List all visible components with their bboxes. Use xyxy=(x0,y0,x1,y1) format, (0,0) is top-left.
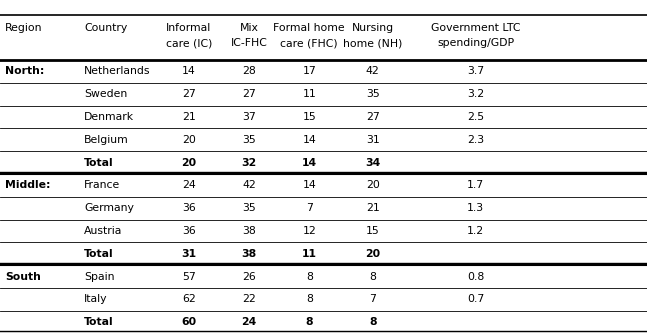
Text: 14: 14 xyxy=(302,135,316,145)
Text: 8: 8 xyxy=(306,294,313,304)
Text: 2.3: 2.3 xyxy=(467,135,484,145)
Text: Denmark: Denmark xyxy=(84,112,134,122)
Text: Mix: Mix xyxy=(239,23,259,33)
Text: 3.7: 3.7 xyxy=(467,66,484,76)
Text: France: France xyxy=(84,180,120,190)
Text: 14: 14 xyxy=(302,158,317,167)
Text: 27: 27 xyxy=(182,89,196,99)
Text: 20: 20 xyxy=(182,135,196,145)
Text: 38: 38 xyxy=(242,226,256,236)
Text: 31: 31 xyxy=(366,135,380,145)
Text: Total: Total xyxy=(84,158,114,167)
Text: North:: North: xyxy=(5,66,45,76)
Text: 57: 57 xyxy=(182,272,196,282)
Text: spending/GDP: spending/GDP xyxy=(437,38,514,48)
Text: 11: 11 xyxy=(302,89,316,99)
Text: 37: 37 xyxy=(242,112,256,122)
Text: 34: 34 xyxy=(365,158,380,167)
Text: 35: 35 xyxy=(366,89,380,99)
Text: 3.2: 3.2 xyxy=(467,89,484,99)
Text: home (NH): home (NH) xyxy=(343,38,402,48)
Text: 0.8: 0.8 xyxy=(467,272,484,282)
Text: 32: 32 xyxy=(241,158,257,167)
Text: South: South xyxy=(5,272,41,282)
Text: 8: 8 xyxy=(305,317,313,327)
Text: 8: 8 xyxy=(306,272,313,282)
Text: 20: 20 xyxy=(181,158,197,167)
Text: 2.5: 2.5 xyxy=(467,112,484,122)
Text: Government LTC: Government LTC xyxy=(431,23,520,33)
Text: 12: 12 xyxy=(302,226,316,236)
Text: Belgium: Belgium xyxy=(84,135,129,145)
Text: 14: 14 xyxy=(302,180,316,190)
Text: Spain: Spain xyxy=(84,272,115,282)
Text: 11: 11 xyxy=(302,249,317,259)
Text: 1.3: 1.3 xyxy=(467,203,484,213)
Text: Total: Total xyxy=(84,317,114,327)
Text: IC-FHC: IC-FHC xyxy=(231,38,267,48)
Text: 8: 8 xyxy=(369,272,376,282)
Text: 36: 36 xyxy=(182,226,196,236)
Text: care (IC): care (IC) xyxy=(166,38,212,48)
Text: 62: 62 xyxy=(182,294,196,304)
Text: 35: 35 xyxy=(242,203,256,213)
Text: Nursing: Nursing xyxy=(351,23,394,33)
Text: 24: 24 xyxy=(182,180,196,190)
Text: 17: 17 xyxy=(302,66,316,76)
Text: care (FHC): care (FHC) xyxy=(280,38,338,48)
Text: 60: 60 xyxy=(181,317,197,327)
Text: 27: 27 xyxy=(242,89,256,99)
Text: Italy: Italy xyxy=(84,294,107,304)
Text: 26: 26 xyxy=(242,272,256,282)
Text: Netherlands: Netherlands xyxy=(84,66,151,76)
Text: 21: 21 xyxy=(182,112,196,122)
Text: 36: 36 xyxy=(182,203,196,213)
Text: 35: 35 xyxy=(242,135,256,145)
Text: Germany: Germany xyxy=(84,203,134,213)
Text: 8: 8 xyxy=(369,317,377,327)
Text: 0.7: 0.7 xyxy=(467,294,484,304)
Text: 38: 38 xyxy=(241,249,257,259)
Text: Middle:: Middle: xyxy=(5,180,50,190)
Text: 7: 7 xyxy=(369,294,376,304)
Text: Country: Country xyxy=(84,23,127,33)
Text: 15: 15 xyxy=(302,112,316,122)
Text: 20: 20 xyxy=(365,249,380,259)
Text: 20: 20 xyxy=(366,180,380,190)
Text: 22: 22 xyxy=(242,294,256,304)
Text: Formal home: Formal home xyxy=(274,23,345,33)
Text: 42: 42 xyxy=(366,66,380,76)
Text: 42: 42 xyxy=(242,180,256,190)
Text: 31: 31 xyxy=(181,249,197,259)
Text: 28: 28 xyxy=(242,66,256,76)
Text: 21: 21 xyxy=(366,203,380,213)
Text: Region: Region xyxy=(5,23,43,33)
Text: 27: 27 xyxy=(366,112,380,122)
Text: 14: 14 xyxy=(182,66,196,76)
Text: 15: 15 xyxy=(366,226,380,236)
Text: Informal: Informal xyxy=(166,23,212,33)
Text: 7: 7 xyxy=(306,203,313,213)
Text: 24: 24 xyxy=(241,317,257,327)
Text: 1.7: 1.7 xyxy=(467,180,484,190)
Text: Sweden: Sweden xyxy=(84,89,127,99)
Text: 1.2: 1.2 xyxy=(467,226,484,236)
Text: Austria: Austria xyxy=(84,226,122,236)
Text: Total: Total xyxy=(84,249,114,259)
